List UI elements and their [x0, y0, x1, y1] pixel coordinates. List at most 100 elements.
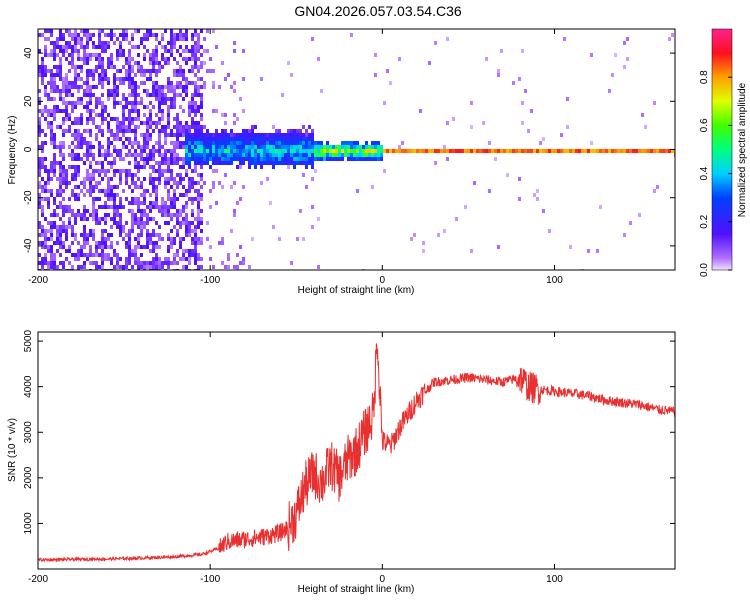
spectrogram-cell	[194, 85, 197, 89]
spectrogram-cell	[110, 245, 113, 249]
spectrogram-cell	[371, 149, 374, 153]
spectrogram-cell	[47, 177, 50, 181]
spectrogram-cell	[59, 33, 62, 37]
spectrogram-cell	[71, 57, 74, 61]
spectrogram-cell	[206, 137, 209, 141]
spectrogram-cell	[512, 149, 515, 153]
spectrogram-cell	[155, 113, 158, 117]
spectrogram-cell	[236, 137, 239, 141]
spectrogram-cell	[170, 177, 173, 181]
spectrogram-cell	[119, 33, 122, 37]
spectrogram-cell	[146, 33, 149, 37]
spectrogram-cell	[206, 161, 209, 165]
spectrogram-cell	[239, 141, 242, 145]
spectrogram-cell	[89, 53, 92, 57]
spectrogram-cell	[179, 241, 182, 245]
spectrogram-cell	[152, 189, 155, 193]
spectrogram-cell	[47, 181, 50, 185]
spectrogram-cell	[611, 73, 614, 77]
spectrogram-cell	[200, 29, 203, 33]
spectrogram-cell	[185, 93, 188, 97]
spectrogram-cell	[140, 149, 143, 153]
spectrogram-cell	[191, 181, 194, 185]
spectrogram-cell	[59, 245, 62, 249]
spectrogram-cell	[188, 145, 191, 149]
spectrogram-cell	[173, 193, 176, 197]
spectrogram-cell	[308, 141, 311, 145]
spectrogram-cell	[140, 69, 143, 73]
spectrogram-cell	[206, 133, 209, 137]
spectrogram-cell	[110, 61, 113, 65]
spectrogram-cell	[161, 153, 164, 157]
spectrogram-cell	[104, 105, 107, 109]
spectrogram-cell	[185, 81, 188, 85]
colorbar-tick-label: 0.8	[699, 70, 710, 84]
spectrogram-cell	[218, 157, 221, 161]
spectrogram-cell	[197, 153, 200, 157]
spectrogram-cell	[347, 153, 350, 157]
spectrogram-cell	[41, 113, 44, 117]
spectrogram-cell	[146, 261, 149, 265]
spectrogram-cell	[608, 89, 611, 93]
spectrogram-cell	[95, 133, 98, 137]
spectrogram-cell	[59, 161, 62, 165]
spectrogram-cell	[146, 69, 149, 73]
spectrogram-cell	[128, 261, 131, 265]
colorbar-gradient	[711, 28, 733, 271]
spectrogram-cell	[164, 141, 167, 145]
spectrogram-cell	[74, 137, 77, 141]
spectrogram-cell	[293, 157, 296, 161]
spectrogram-cell	[227, 73, 230, 77]
spectrogram-cell	[152, 33, 155, 37]
spectrogram-cell	[278, 149, 281, 153]
spectrogram-cell	[164, 169, 167, 173]
spectrogram-cell	[77, 141, 80, 145]
spectrogram-cell	[50, 225, 53, 229]
spectrogram-cell	[113, 105, 116, 109]
spectrogram-cell	[377, 157, 380, 161]
spectrogram-cell	[113, 65, 116, 69]
spectrogram-cell	[251, 141, 254, 145]
spectrogram-cell	[86, 177, 89, 181]
spectrogram-cell	[62, 145, 65, 149]
spectrogram-cell	[104, 117, 107, 121]
spectrogram-cell	[113, 213, 116, 217]
spectrogram-cell	[248, 141, 251, 145]
spectrogram-cell	[74, 69, 77, 73]
colorbar-tick-label: 0.2	[699, 214, 710, 228]
spectrogram-cell	[200, 229, 203, 233]
spectrogram-cell	[278, 141, 281, 145]
spectrogram-cell	[62, 181, 65, 185]
spectrogram-cell	[473, 149, 476, 153]
spectrogram-cell	[95, 241, 98, 245]
spectrogram-cell	[41, 189, 44, 193]
spectrogram-cell	[653, 101, 656, 105]
spectrogram-cell	[194, 133, 197, 137]
spectrogram-cell	[167, 169, 170, 173]
spectrogram-cell	[152, 49, 155, 53]
spectrogram-cell	[200, 185, 203, 189]
spectrogram-cell	[329, 157, 332, 161]
spectrogram-cell	[179, 257, 182, 261]
spectrogram-cell	[221, 141, 224, 145]
spectrogram-cell	[71, 141, 74, 145]
spectrogram-cell	[194, 249, 197, 253]
spectrogram-cell	[371, 141, 374, 145]
spectrogram-cell	[125, 181, 128, 185]
spectrogram-cell	[143, 53, 146, 57]
spectrogram-cell	[62, 197, 65, 201]
spectrogram-cell	[50, 141, 53, 145]
spectrogram-cell	[224, 121, 227, 125]
spectrogram-cell	[344, 153, 347, 157]
spectrogram-cell	[101, 161, 104, 165]
spectrogram-cell	[194, 73, 197, 77]
spectrogram-cell	[191, 169, 194, 173]
spectrogram-cell	[149, 181, 152, 185]
spectrogram-cell	[269, 153, 272, 157]
spectrogram-cell	[134, 81, 137, 85]
spectrogram-cell	[170, 133, 173, 137]
spectrogram-cell	[122, 77, 125, 81]
spectrogram-cell	[200, 117, 203, 121]
spectrogram-cell	[299, 209, 302, 213]
spectrogram-cell	[89, 173, 92, 177]
